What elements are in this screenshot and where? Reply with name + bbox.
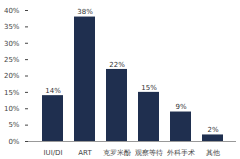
svg-text:其他: 其他 xyxy=(206,149,220,157)
svg-text:0%: 0% xyxy=(8,138,19,146)
svg-text:10%: 10% xyxy=(4,105,20,113)
svg-text:15%: 15% xyxy=(4,89,20,97)
svg-text:外科手术: 外科手术 xyxy=(167,149,195,157)
svg-text:IUI/DI: IUI/DI xyxy=(43,149,62,157)
svg-text:25%: 25% xyxy=(4,56,20,64)
svg-text:22%: 22% xyxy=(109,61,125,69)
svg-text:20%: 20% xyxy=(4,72,20,80)
svg-text:5%: 5% xyxy=(8,121,19,129)
svg-text:9%: 9% xyxy=(175,103,186,111)
svg-text:40%: 40% xyxy=(4,7,20,15)
svg-text:35%: 35% xyxy=(4,23,20,31)
svg-text:30%: 30% xyxy=(4,39,20,47)
svg-text:克罗米酚: 克罗米酚 xyxy=(103,149,131,157)
svg-text:38%: 38% xyxy=(77,8,93,16)
svg-text:观察等待: 观察等待 xyxy=(135,149,163,157)
svg-text:ART: ART xyxy=(78,149,92,157)
svg-text:2%: 2% xyxy=(207,126,218,134)
svg-text:15%: 15% xyxy=(141,84,157,92)
svg-text:14%: 14% xyxy=(45,87,61,95)
